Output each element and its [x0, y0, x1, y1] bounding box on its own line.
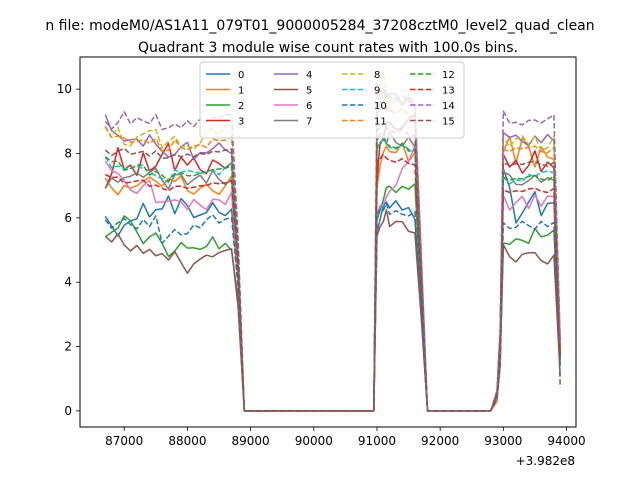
- legend-label: 7: [306, 117, 312, 128]
- x-tick-label: 89000: [232, 434, 270, 448]
- x-tick-label: 88000: [168, 434, 206, 448]
- legend-label: 8: [374, 70, 380, 81]
- x-tick-label: 87000: [105, 434, 143, 448]
- legend-label: 4: [306, 70, 312, 81]
- legend-label: 3: [238, 117, 244, 128]
- x-tick-label: 93000: [484, 434, 522, 448]
- legend-label: 11: [374, 117, 387, 128]
- legend-label: 2: [238, 101, 244, 112]
- legend-label: 1: [238, 86, 244, 97]
- legend-label: 14: [442, 101, 455, 112]
- axis-ticks: 87000 88000 89000 90000 91000 92000 93000 94000…: [57, 82, 586, 448]
- x-tick-label: 94000: [547, 434, 585, 448]
- x-tick-label: 92000: [421, 434, 459, 448]
- legend-label: 15: [442, 117, 455, 128]
- y-tick-label: 2: [64, 340, 72, 354]
- y-tick-label: 6: [64, 211, 72, 225]
- legend-label: 13: [442, 86, 455, 97]
- y-tick-label: 8: [64, 147, 72, 161]
- x-offset-label: +3.982e8: [516, 454, 575, 468]
- y-tick-label: 10: [57, 82, 72, 96]
- legend-label: 6: [306, 101, 312, 112]
- chart-title: Quadrant 3 module wise count rates with …: [138, 40, 518, 56]
- axes-frame: [79, 56, 577, 428]
- y-tick-label: 0: [64, 404, 72, 418]
- plot-lines: [104, 71, 561, 412]
- legend-frame: [199, 61, 465, 139]
- y-tick-label: 4: [64, 275, 72, 289]
- legend-label: 0: [238, 70, 244, 81]
- legend-label: 5: [306, 86, 312, 97]
- x-tick-label: 91000: [358, 434, 396, 448]
- legend-label: 12: [442, 70, 455, 81]
- x-tick-label: 90000: [295, 434, 333, 448]
- legend-label: 9: [374, 86, 380, 97]
- figure-suptitle: n file: modeM0/AS1A11_079T01_9000005284_…: [45, 18, 594, 34]
- series-line-15: [104, 121, 561, 412]
- legend-label: 10: [374, 101, 387, 112]
